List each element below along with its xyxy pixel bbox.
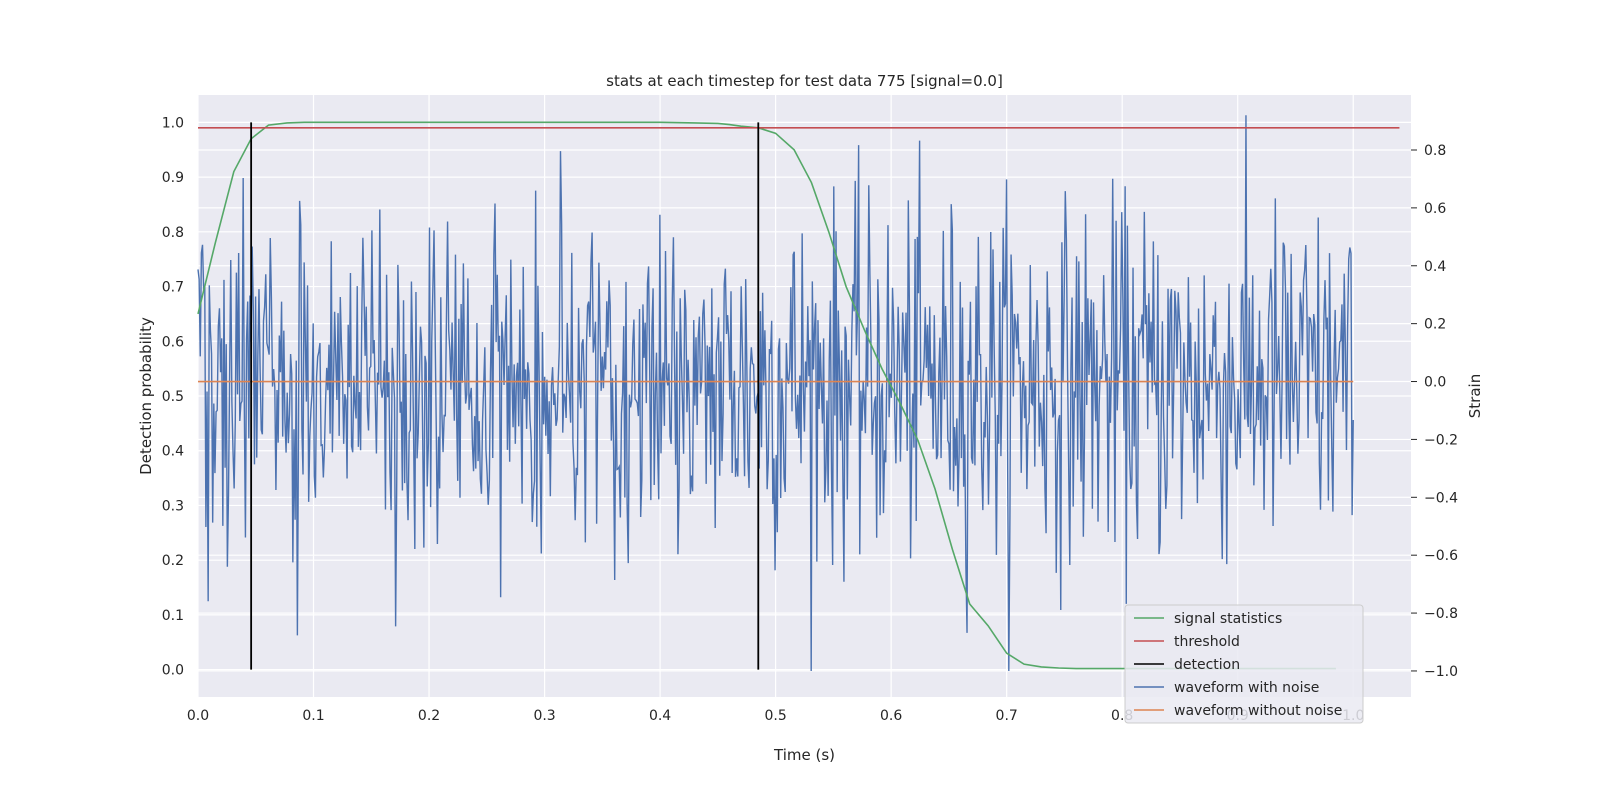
y-right-tick-label: −1.0 [1424, 664, 1458, 680]
x-tick-label: 0.1 [302, 708, 324, 724]
y-left-tick-label: 0.8 [162, 225, 184, 241]
series-waveform-with-noise [197, 115, 1354, 671]
y-right-tick-label: 0.6 [1424, 201, 1446, 217]
y-right-tick-label: 0.0 [1424, 375, 1446, 391]
x-tick-label: 0.3 [533, 708, 555, 724]
tick-labels: 0.0 0.1 0.2 0.3 0.4 0.5 0.6 0.7 0.8 0.9 1.0 0.0 0.1 0… [162, 115, 1458, 724]
x-tick-label: 0.7 [996, 708, 1018, 724]
y-left-tick-label: 0.4 [162, 444, 184, 460]
legend-entry-label: signal statistics [1174, 611, 1282, 627]
y-right-tick-label: −0.2 [1424, 432, 1458, 448]
legend-entry-label: waveform with noise [1174, 680, 1319, 696]
y-axis-left-label: Detection probability [137, 317, 155, 475]
y-left-tick-label: 0.9 [162, 170, 184, 186]
y-left-tick-label: 0.1 [162, 608, 184, 624]
y-right-tick-label: 0.2 [1424, 317, 1446, 333]
y-left-tick-label: 1.0 [162, 115, 184, 131]
y-right-tick-label: −0.4 [1424, 490, 1458, 506]
y-right-tick-label: 0.8 [1424, 143, 1446, 159]
legend: signal statistics threshold detection wavef… [1124, 604, 1364, 724]
chart-title: stats at each timestep for test data 775… [606, 72, 1003, 90]
y-left-tick-label: 0.0 [162, 663, 184, 679]
x-axis-label: Time (s) [773, 746, 835, 764]
y-right-tick-label: 0.4 [1424, 259, 1446, 275]
y-right-tick-label: −0.6 [1424, 548, 1458, 564]
legend-entry-label: waveform without noise [1174, 703, 1342, 719]
y-right-tick-label: −0.8 [1424, 606, 1458, 622]
series-signal-statistics [197, 121, 1336, 670]
x-tick-label: 0.5 [764, 708, 786, 724]
y-left-tick-label: 0.5 [162, 389, 184, 405]
y-left-tick-label: 0.6 [162, 334, 184, 350]
y-left-tick-label: 0.2 [162, 553, 184, 569]
x-tick-label: 0.2 [418, 708, 440, 724]
y-left-tick-label: 0.3 [162, 498, 184, 514]
series-layer [197, 115, 1400, 671]
y-left-tick-label: 0.7 [162, 280, 184, 296]
x-tick-label: 0.4 [649, 708, 671, 724]
x-tick-label: 0.0 [187, 708, 209, 724]
x-tick-label: 0.6 [880, 708, 902, 724]
legend-entry-label: detection [1174, 657, 1240, 673]
legend-entry-label: threshold [1174, 634, 1240, 650]
legend-frame [1124, 604, 1364, 724]
y-axis-right-label: Strain [1466, 374, 1484, 418]
